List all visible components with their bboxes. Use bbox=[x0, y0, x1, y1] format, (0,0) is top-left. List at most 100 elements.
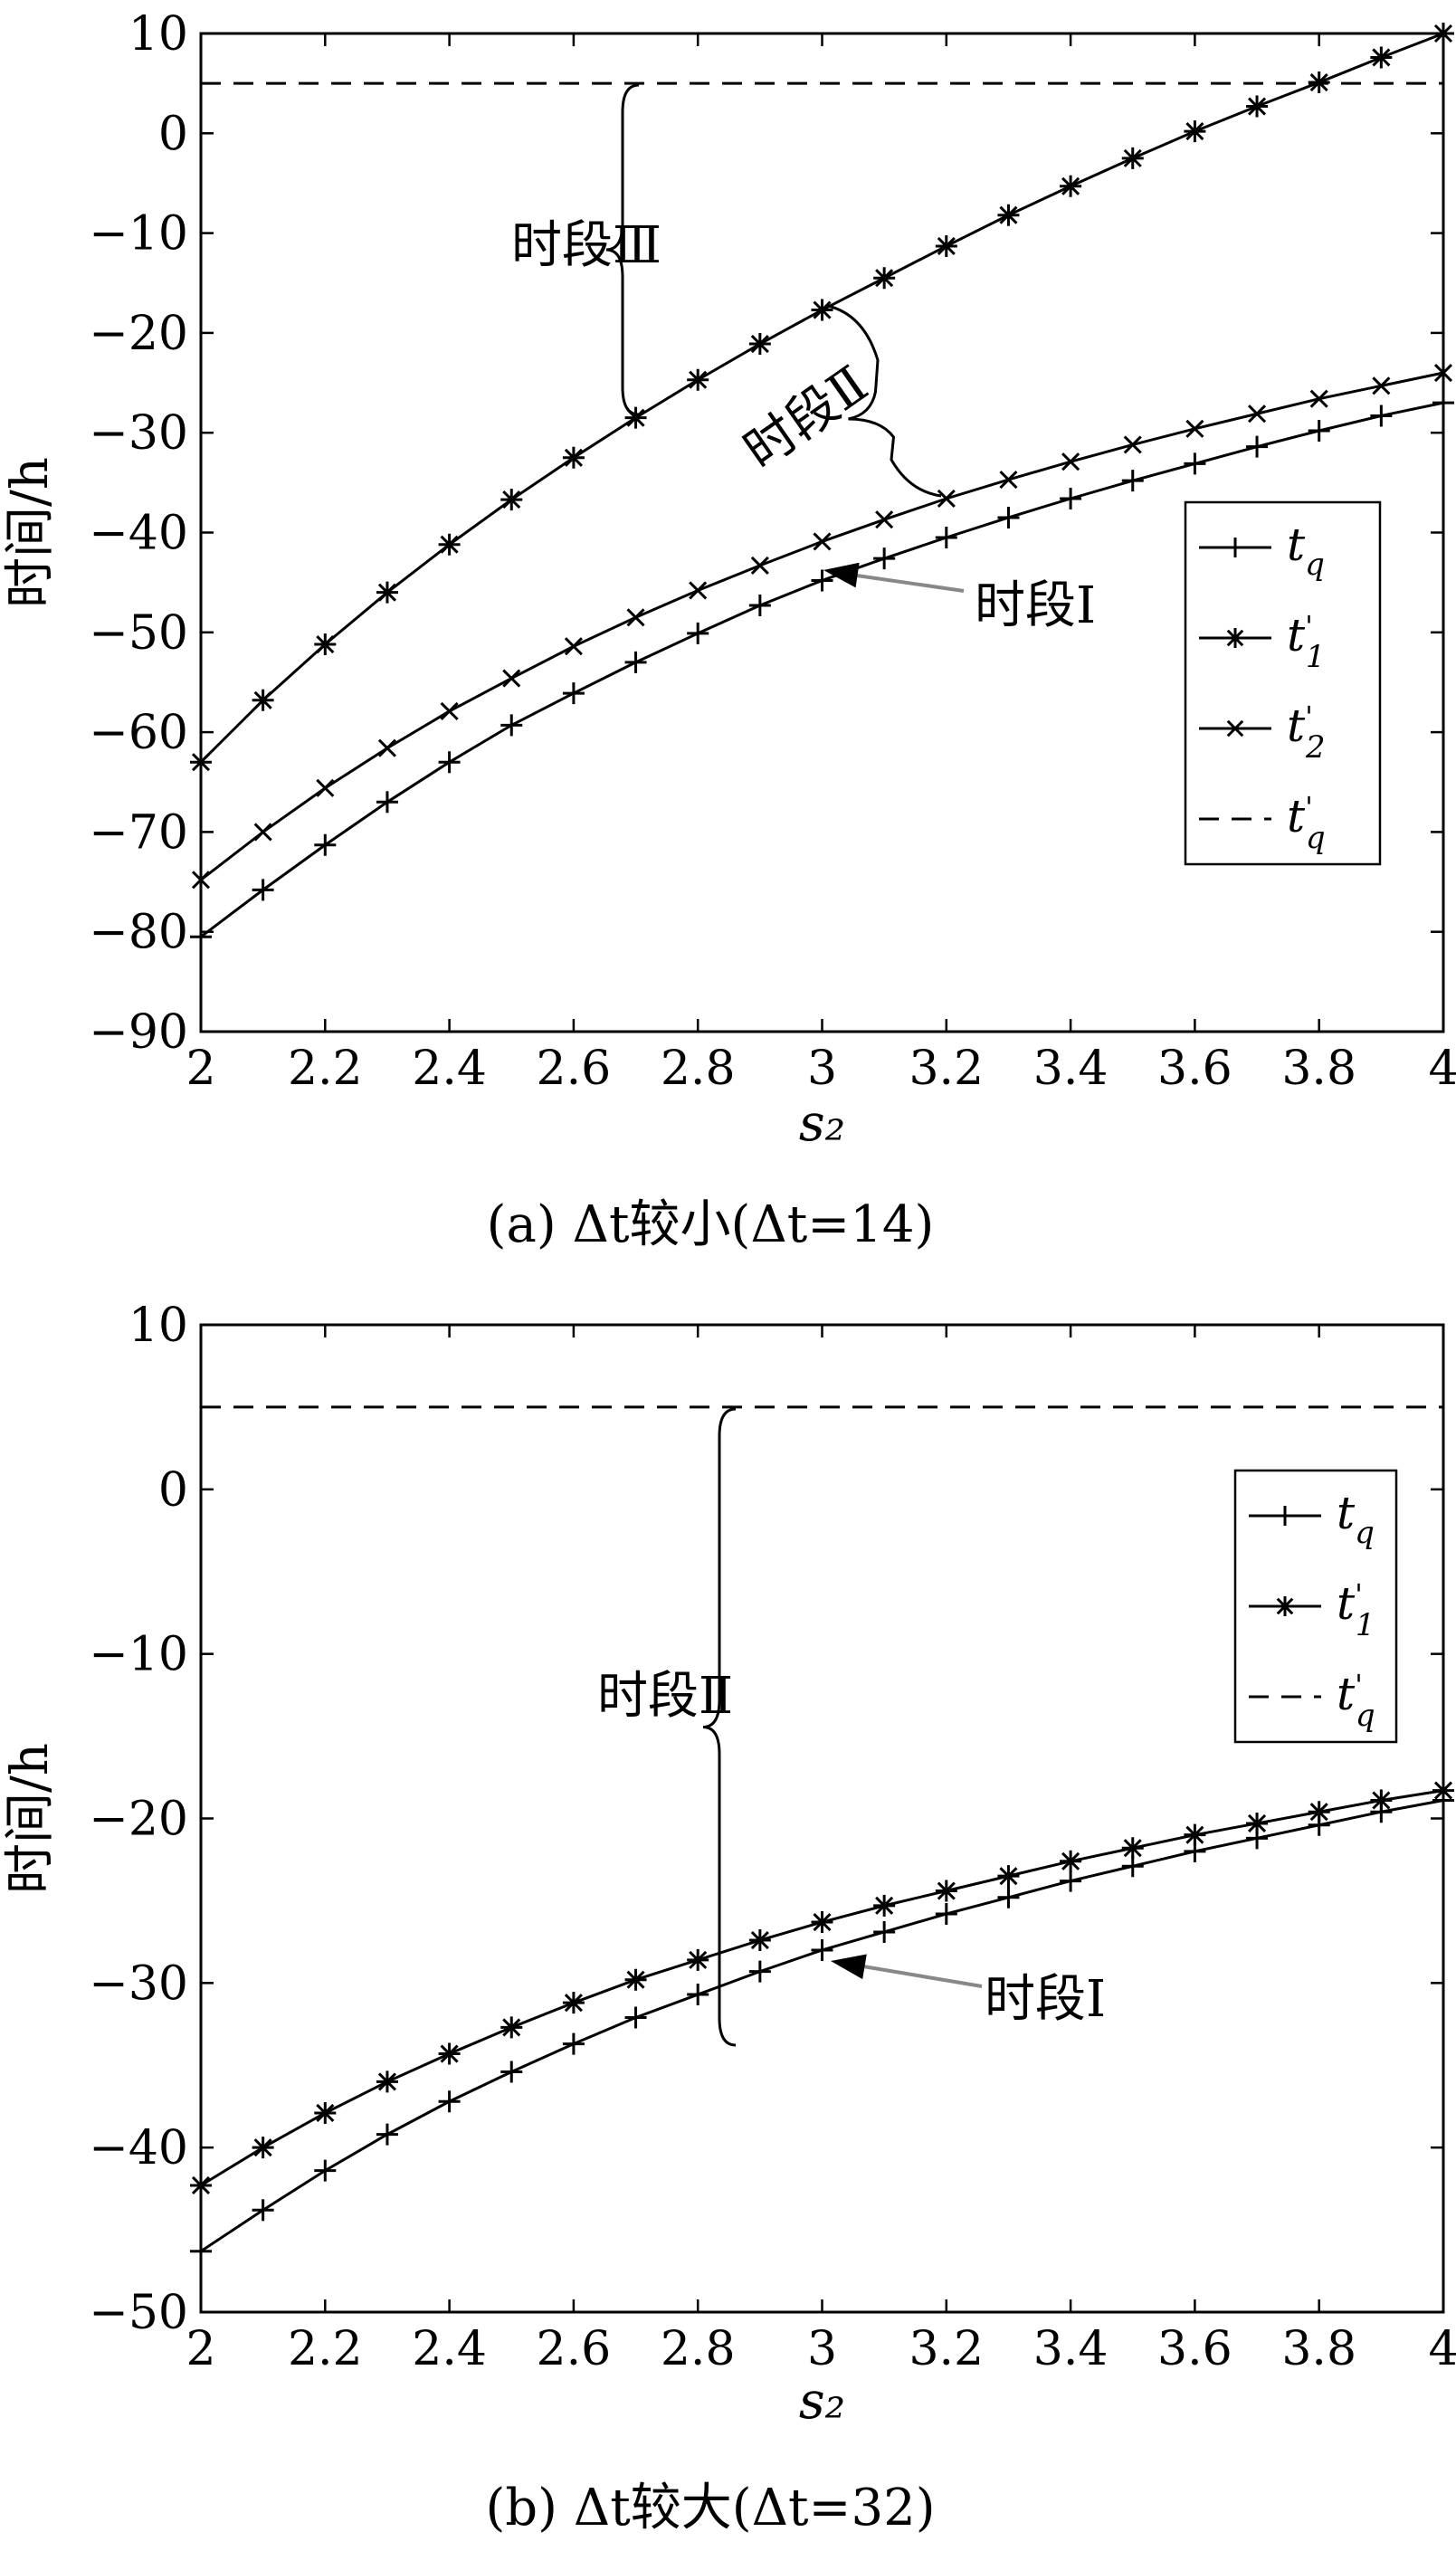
legend-label: t' 1 bbox=[1337, 1577, 1375, 1643]
plus-marker bbox=[748, 1960, 771, 1983]
cross-marker bbox=[689, 581, 708, 600]
cross-marker bbox=[1433, 363, 1453, 383]
asterisk-marker bbox=[997, 1865, 1020, 1888]
asterisk-marker bbox=[811, 299, 833, 321]
y-tick-label: −70 bbox=[89, 805, 188, 860]
asterisk-marker bbox=[1246, 95, 1269, 118]
plus-marker bbox=[1060, 487, 1082, 509]
asterisk-marker bbox=[935, 234, 957, 257]
asterisk-marker bbox=[1308, 1801, 1330, 1823]
y-tick-label: 0 bbox=[158, 1463, 188, 1518]
x-tick-label: 3.6 bbox=[1157, 1042, 1232, 1096]
x-tick-label: 3 bbox=[807, 1042, 837, 1096]
cross-marker bbox=[750, 556, 769, 575]
y-tick-label: −40 bbox=[89, 2121, 188, 2175]
x-tick-label: 2.8 bbox=[661, 1042, 736, 1096]
annotation-label: 时段Ⅰ bbox=[975, 576, 1096, 635]
annotation-arrow-line bbox=[850, 573, 965, 593]
asterisk-marker bbox=[624, 406, 647, 429]
asterisk-marker bbox=[500, 2016, 523, 2039]
y-axis-label: 时间/h bbox=[1, 457, 60, 608]
x-tick-label: 2.8 bbox=[661, 2322, 736, 2376]
x-tick-label: 4 bbox=[1428, 2322, 1456, 2376]
asterisk-marker bbox=[935, 1880, 957, 1902]
plus-marker bbox=[873, 1920, 896, 1943]
x-tick-label: 3.2 bbox=[909, 1042, 984, 1096]
plus-marker bbox=[748, 595, 771, 617]
x-tick-label: 3 bbox=[807, 2322, 837, 2376]
asterisk-marker bbox=[314, 2101, 337, 2124]
cross-marker bbox=[502, 669, 521, 688]
annotation-arrow-head bbox=[831, 1954, 867, 1980]
chart-panel-b: 2 2.2 2.4 2.6 2.8 3 3.2 3.4 3.6 3.8 4 10 0 −10 −20 −30 −… bbox=[1, 1299, 1456, 2537]
y-tick-label: −90 bbox=[89, 1005, 188, 1060]
asterisk-marker bbox=[1370, 46, 1393, 69]
annotation-arrow-line bbox=[857, 1964, 983, 1988]
x-tick-label: 2 bbox=[186, 1042, 215, 1096]
plus-marker bbox=[438, 2090, 461, 2113]
plus-marker bbox=[997, 506, 1020, 528]
legend-label: t' 2 bbox=[1287, 700, 1326, 766]
asterisk-marker bbox=[1060, 1850, 1082, 1872]
asterisk-marker bbox=[997, 204, 1020, 226]
y-tick-label: −10 bbox=[89, 1628, 188, 1682]
plus-marker bbox=[997, 1886, 1020, 1908]
asterisk-marker bbox=[500, 489, 523, 511]
brace-bracket bbox=[702, 1407, 737, 2047]
x-tick-label: 2.2 bbox=[288, 1042, 363, 1096]
x-axis-label: s₂ bbox=[799, 2372, 845, 2431]
plus-marker bbox=[1308, 419, 1330, 442]
asterisk-marker bbox=[190, 2174, 212, 2196]
plus-marker bbox=[687, 622, 709, 644]
asterisk-marker bbox=[873, 1894, 896, 1917]
cross-marker bbox=[937, 489, 956, 509]
asterisk-marker bbox=[252, 689, 274, 711]
series-0 bbox=[190, 1789, 1454, 2262]
asterisk-marker bbox=[687, 1948, 709, 1971]
asterisk-marker bbox=[624, 1968, 647, 1991]
legend-label: t' 1 bbox=[1287, 609, 1326, 675]
cross-marker bbox=[1309, 389, 1328, 408]
plus-marker bbox=[687, 1984, 709, 2006]
y-tick-label: −40 bbox=[89, 507, 188, 561]
brace-bracket bbox=[827, 304, 942, 498]
cross-marker bbox=[191, 871, 211, 890]
asterisk-marker bbox=[873, 267, 896, 290]
legend-box bbox=[1184, 500, 1382, 866]
asterisk-marker bbox=[748, 333, 771, 356]
x-tick-label: 2.4 bbox=[412, 1042, 487, 1096]
asterisk-marker bbox=[314, 633, 337, 656]
asterisk-marker bbox=[376, 581, 398, 604]
cross-marker bbox=[316, 778, 335, 797]
plus-marker bbox=[1060, 1870, 1082, 1892]
plus-marker bbox=[252, 879, 274, 901]
plus-marker bbox=[1184, 452, 1206, 475]
asterisk-marker bbox=[1060, 175, 1082, 197]
annotation-arrow-head bbox=[823, 562, 860, 588]
asterisk-marker bbox=[748, 1929, 771, 1952]
plus-marker bbox=[873, 547, 896, 570]
plus-marker bbox=[314, 2159, 337, 2182]
plus-marker bbox=[500, 714, 523, 737]
asterisk-marker bbox=[562, 1992, 585, 2014]
cross-marker bbox=[1226, 719, 1244, 738]
plus-marker bbox=[314, 833, 337, 856]
plus-marker bbox=[252, 2199, 274, 2222]
figure-caption: (b) Δt较大(Δt=32) bbox=[485, 2479, 935, 2537]
asterisk-marker bbox=[252, 2137, 274, 2159]
cross-marker bbox=[564, 637, 583, 656]
cross-marker bbox=[875, 510, 894, 529]
y-tick-label: −60 bbox=[89, 706, 188, 760]
y-tick-label: 10 bbox=[128, 7, 188, 62]
asterisk-marker bbox=[1121, 147, 1144, 169]
asterisk-marker bbox=[1432, 23, 1454, 44]
series-0 bbox=[190, 392, 1454, 948]
asterisk-marker bbox=[1121, 1837, 1144, 1860]
plus-marker bbox=[438, 751, 461, 774]
x-tick-label: 2.6 bbox=[537, 1042, 612, 1096]
x-tick-label: 3.4 bbox=[1033, 2322, 1109, 2376]
cross-marker bbox=[1185, 419, 1204, 438]
annotation-label: 时段Ⅱ bbox=[734, 355, 879, 481]
plus-marker bbox=[935, 1902, 957, 1925]
asterisk-marker bbox=[562, 446, 585, 469]
